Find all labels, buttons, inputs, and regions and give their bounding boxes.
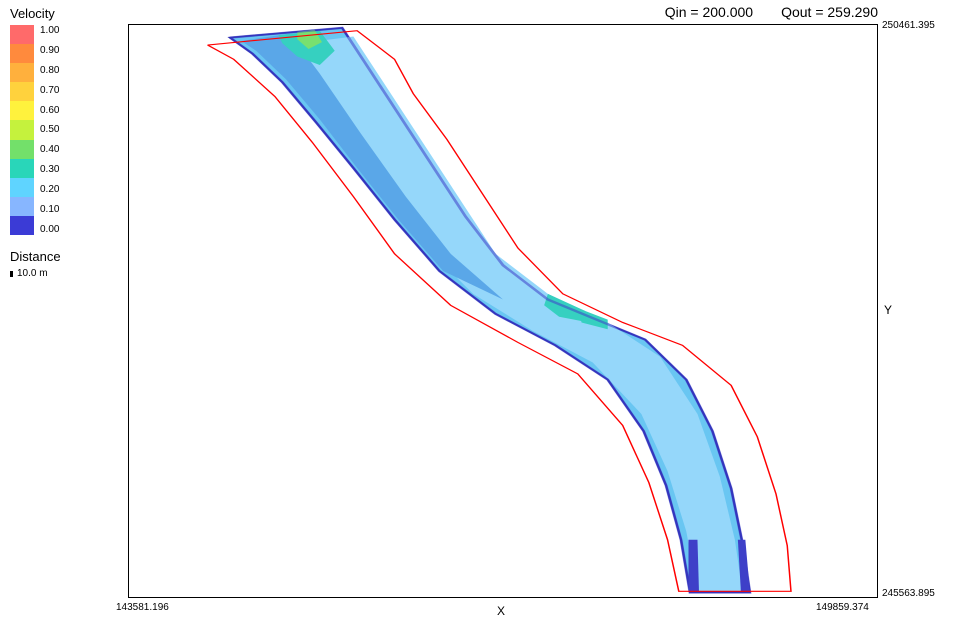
coord-y-min: 245563.895 [882,588,935,599]
legend-color-segment [10,120,34,139]
legend-tick: 0.00 [40,224,59,235]
axis-x-label: X [497,604,505,618]
coord-x-max: 149859.374 [816,602,869,613]
legend-distance-scale: 10.0 m [10,268,110,279]
legend-tick: 0.70 [40,85,59,96]
legend-tick: 0.20 [40,184,59,195]
legend-tick: 0.30 [40,164,59,175]
legend-distance-value: 10.0 m [17,268,48,279]
legend-color-segment [10,159,34,178]
legend-color-segment [10,197,34,216]
legend-color-segment [10,63,34,82]
legend-tick: 0.40 [40,144,59,155]
legend-color-segment [10,140,34,159]
river-patch-6 [689,540,699,591]
legend-tick: 1.00 [40,25,59,36]
legend-tick: 0.60 [40,105,59,116]
legend-color-segment [10,25,34,44]
legend-colorbar-wrap: 1.00 0.90 0.80 0.70 0.60 0.50 0.40 0.30 0.20 0.10… [10,25,110,235]
plot-svg [129,25,877,597]
legend-tick: 0.80 [40,65,59,76]
legend-color-segment [10,216,34,235]
legend-tick: 0.90 [40,45,59,56]
axis-y-label: Y [884,303,892,317]
coord-x-min: 143581.196 [116,602,169,613]
plot-frame [128,24,878,598]
legend-colorbar [10,25,34,235]
legend-color-segment [10,44,34,63]
legend-distance: Distance 10.0 m [10,249,110,279]
coord-y-max: 250461.395 [882,20,935,31]
qin-label: Qin = 200.000 [665,4,753,20]
legend-color-segment [10,178,34,197]
legend-distance-bar [10,271,13,277]
legend-tick: 0.50 [40,124,59,135]
legend-title: Velocity [10,6,110,21]
legend-tick-labels: 1.00 0.90 0.80 0.70 0.60 0.50 0.40 0.30 0.20 0.10… [40,25,59,235]
legend-tick: 0.10 [40,204,59,215]
river-edge [230,28,750,593]
legend-color-segment [10,82,34,101]
qout-label: Qout = 259.290 [781,4,878,20]
legend-distance-title: Distance [10,249,110,264]
figure-root: Qin = 200.000 Qout = 259.290 Velocity 1.… [0,0,978,643]
legend-color-segment [10,101,34,120]
flow-readout: Qin = 200.000 Qout = 259.290 [665,4,878,20]
legend: Velocity 1.00 0.90 0.80 0.70 0.60 0.50 0.40 0.3… [10,6,110,279]
